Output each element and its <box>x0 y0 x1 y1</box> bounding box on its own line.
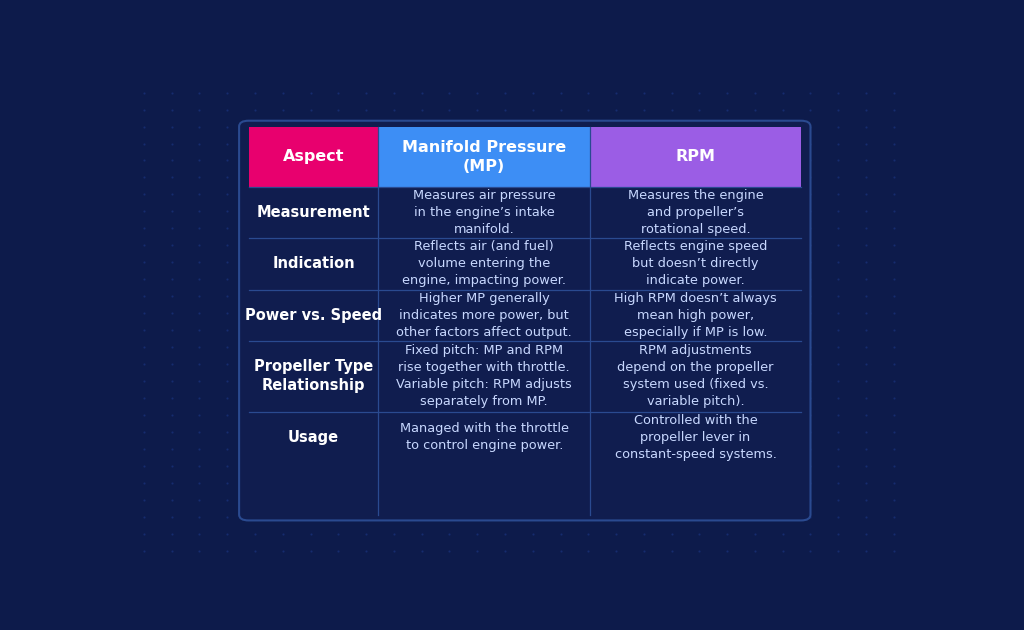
Text: Measurement: Measurement <box>257 205 371 220</box>
Text: Reflects air (and fuel)
volume entering the
engine, impacting power.: Reflects air (and fuel) volume entering … <box>402 241 566 287</box>
Text: Power vs. Speed: Power vs. Speed <box>245 307 382 323</box>
Text: Measures air pressure
in the engine’s intake
manifold.: Measures air pressure in the engine’s in… <box>413 189 555 236</box>
Bar <box>379 127 590 187</box>
Text: Higher MP generally
indicates more power, but
other factors affect output.: Higher MP generally indicates more power… <box>396 292 572 339</box>
Text: Fixed pitch: MP and RPM
rise together with throttle.
Variable pitch: RPM adjusts: Fixed pitch: MP and RPM rise together wi… <box>396 344 572 408</box>
Text: Usage: Usage <box>288 430 339 445</box>
Bar <box>590 127 801 187</box>
Text: Manifold Pressure
(MP): Manifold Pressure (MP) <box>402 140 566 174</box>
Text: Measures the engine
and propeller’s
rotational speed.: Measures the engine and propeller’s rota… <box>628 189 763 236</box>
Text: RPM: RPM <box>676 149 716 164</box>
Text: Reflects engine speed
but doesn’t directly
indicate power.: Reflects engine speed but doesn’t direct… <box>624 241 767 287</box>
Text: Controlled with the
propeller lever in
constant-speed systems.: Controlled with the propeller lever in c… <box>614 414 776 461</box>
Text: Indication: Indication <box>272 256 355 272</box>
Text: RPM adjustments
depend on the propeller
system used (fixed vs.
variable pitch).: RPM adjustments depend on the propeller … <box>617 344 774 408</box>
Text: Managed with the throttle
to control engine power.: Managed with the throttle to control eng… <box>399 422 568 452</box>
Text: Aspect: Aspect <box>283 149 344 164</box>
FancyBboxPatch shape <box>239 121 811 520</box>
Text: High RPM doesn’t always
mean high power,
especially if MP is low.: High RPM doesn’t always mean high power,… <box>614 292 777 339</box>
Text: Propeller Type
Relationship: Propeller Type Relationship <box>254 360 373 393</box>
Bar <box>249 127 379 187</box>
